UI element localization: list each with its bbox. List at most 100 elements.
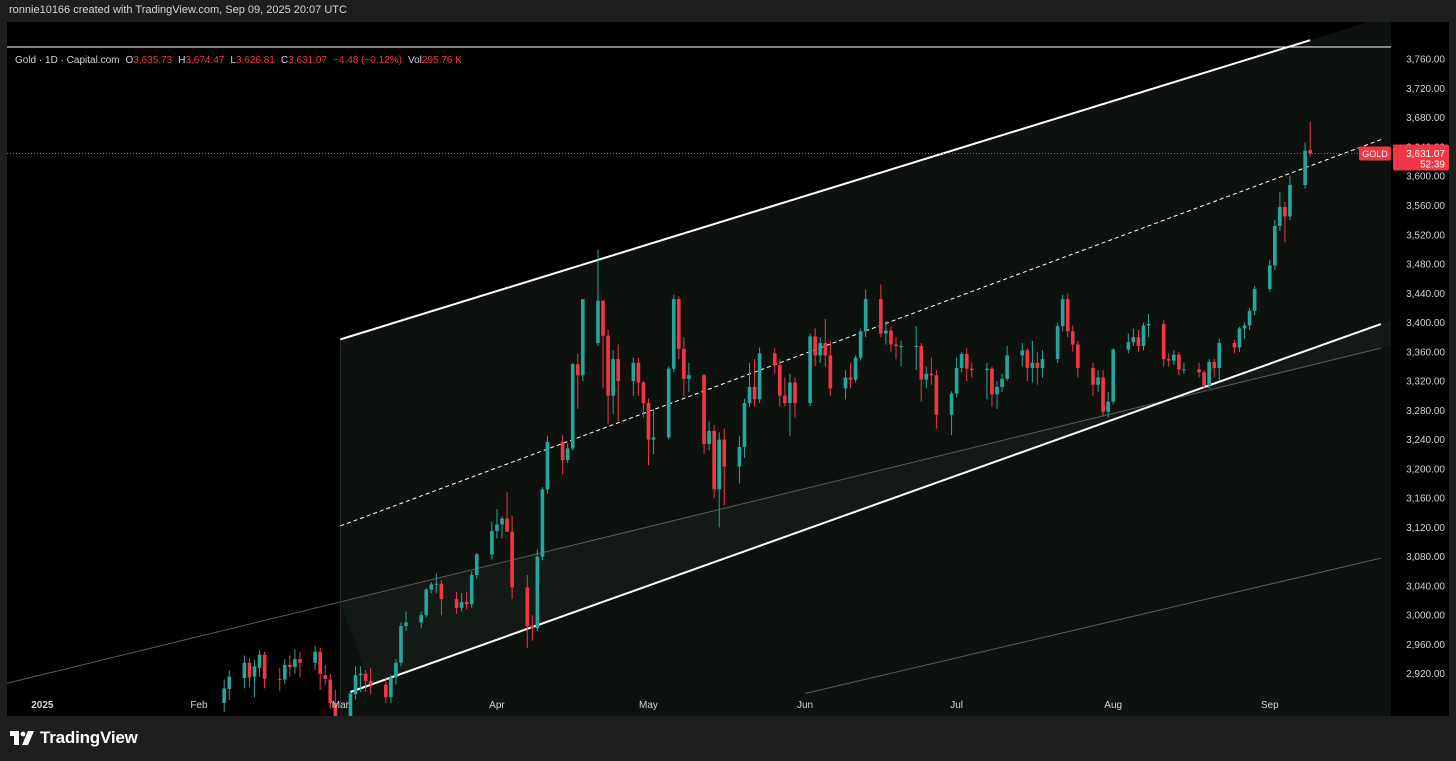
candle-body xyxy=(1035,362,1040,368)
candle-body xyxy=(808,336,812,404)
y-tick-label: 3,600.00 xyxy=(1406,172,1445,183)
candle xyxy=(777,359,782,407)
candle xyxy=(288,655,292,677)
candle xyxy=(651,408,656,455)
footer-bar: TradingView xyxy=(0,716,1456,761)
candle xyxy=(1283,201,1287,243)
candle xyxy=(1278,192,1282,232)
candle-body xyxy=(353,675,358,695)
candle xyxy=(1131,328,1136,346)
candle-body xyxy=(429,584,434,590)
channel-upper-line[interactable] xyxy=(340,39,1311,341)
candle-body xyxy=(828,355,833,389)
candle-body xyxy=(1202,372,1206,386)
candle xyxy=(1217,338,1222,382)
y-tick-label: 3,480.00 xyxy=(1406,260,1445,271)
candle-body xyxy=(863,299,868,332)
candle-body xyxy=(717,439,722,490)
candle xyxy=(1182,362,1186,374)
candle-body xyxy=(1217,343,1222,368)
candle xyxy=(570,362,575,451)
candle-body xyxy=(1020,350,1025,356)
candle xyxy=(687,362,691,393)
candle-body xyxy=(899,345,903,347)
candle xyxy=(389,675,393,703)
candle xyxy=(1177,351,1181,376)
y-tick-label: 3,080.00 xyxy=(1406,552,1445,563)
legend-change: −4.48 (−0.12%) xyxy=(333,55,402,66)
legend-open-value: 3,635.73 xyxy=(133,55,173,66)
candle xyxy=(858,328,863,361)
candle xyxy=(490,521,494,560)
candle-body xyxy=(257,654,262,668)
candle xyxy=(1273,220,1277,270)
candle-body xyxy=(894,344,898,346)
candle-body xyxy=(702,375,706,444)
candle-body xyxy=(252,666,257,677)
candle xyxy=(863,289,868,338)
candle-body xyxy=(323,675,328,679)
candle xyxy=(601,300,605,389)
candle-body xyxy=(1197,369,1201,373)
candle xyxy=(707,421,711,451)
candle xyxy=(964,348,969,382)
candle-body xyxy=(575,364,580,376)
candle-body xyxy=(1060,299,1065,327)
candle xyxy=(394,659,398,685)
candle xyxy=(1308,121,1313,157)
candle-body xyxy=(737,446,742,467)
candle-body xyxy=(1308,150,1313,154)
candle-body xyxy=(1141,325,1146,346)
y-tick-label: 3,360.00 xyxy=(1406,347,1445,358)
candle xyxy=(914,326,919,371)
candle xyxy=(353,666,358,700)
candle-body xyxy=(424,589,429,616)
x-tick-label: Sep xyxy=(1261,700,1279,711)
candle-body xyxy=(1161,324,1166,360)
candle xyxy=(611,350,615,414)
candle-body xyxy=(500,518,504,525)
candle-body xyxy=(394,662,398,678)
candle xyxy=(227,670,232,701)
candle xyxy=(1171,350,1176,365)
candle-body xyxy=(1091,367,1095,385)
candle-body xyxy=(1212,362,1217,368)
candle xyxy=(1136,329,1141,352)
candle xyxy=(641,381,646,418)
candle-body xyxy=(772,353,777,365)
candle-body xyxy=(439,583,444,600)
legend-close-label: C xyxy=(280,55,289,66)
candle xyxy=(1237,326,1242,352)
candle xyxy=(358,666,363,692)
candle xyxy=(282,659,287,684)
candle xyxy=(323,664,328,686)
candle-body xyxy=(545,441,550,490)
candle-body xyxy=(1182,369,1186,371)
candle-body xyxy=(560,441,565,461)
candle xyxy=(666,366,671,440)
x-tick-label: Jun xyxy=(797,700,813,711)
candle xyxy=(1070,325,1075,352)
candle-body xyxy=(490,531,494,555)
candle xyxy=(924,366,929,389)
candle-body xyxy=(404,622,408,627)
candle xyxy=(1096,370,1100,393)
candle xyxy=(399,622,403,667)
candle-body xyxy=(565,448,570,461)
candle xyxy=(671,294,676,373)
candle xyxy=(384,677,388,703)
candle-body xyxy=(262,654,267,679)
tradingview-brand[interactable]: TradingView xyxy=(10,728,138,748)
candle-body xyxy=(1166,359,1171,361)
chart-canvas[interactable]: 3,760.003,720.003,680.003,640.003,600.00… xyxy=(7,22,1449,716)
candle xyxy=(348,692,353,716)
candle xyxy=(505,492,509,532)
candle xyxy=(1207,359,1211,389)
candle xyxy=(959,351,964,373)
chart-frame[interactable]: 3,760.003,720.003,680.003,640.003,600.00… xyxy=(7,22,1449,716)
candle xyxy=(434,573,439,594)
candle xyxy=(884,321,888,345)
candle xyxy=(247,658,252,687)
candle-body xyxy=(535,556,540,629)
candle-body xyxy=(818,343,823,356)
